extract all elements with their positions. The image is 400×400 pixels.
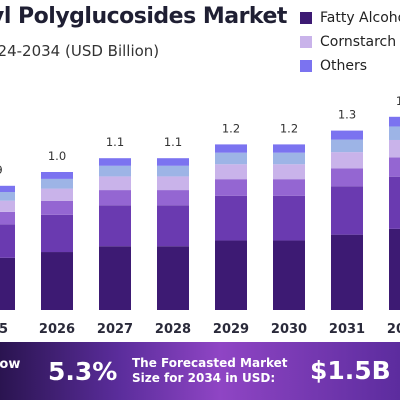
bar-total-label: 1.1 <box>164 135 182 149</box>
x-tick-label: 2031 <box>329 322 365 337</box>
bar-segment <box>273 195 305 241</box>
bar-segment <box>389 116 400 127</box>
forecast-label-line: The Forecasted Market <box>132 356 288 370</box>
bar-segment <box>389 228 400 310</box>
bar-segment <box>331 168 363 187</box>
footer-banner: row 5.3% The Forecasted Market Size for … <box>0 342 400 400</box>
bar-segment <box>273 240 305 310</box>
bar-total-label: 1.2 <box>222 121 240 135</box>
forecast-value: $1.5B <box>310 356 391 385</box>
stacked-bar-chart: 9 25 1.0 2026 1.1 2027 1.1 2028 1.2 2029 1.2 2030 1.… <box>0 94 400 337</box>
x-tick-label: 2028 <box>155 322 191 337</box>
legend-item-fatty-alcohol: Fatty Alcoho <box>300 6 400 30</box>
bar-segment <box>389 176 400 229</box>
bar-segment <box>273 164 305 180</box>
forecast-label-line: Size for 2034 in USD: <box>132 371 276 385</box>
bar-segment <box>157 205 189 247</box>
bar-total-label: 1.4 <box>396 94 400 108</box>
forecast-label: The Forecasted Market Size for 2034 in U… <box>132 356 288 386</box>
legend-item-others: Others <box>300 54 400 78</box>
bar-segment <box>215 144 247 153</box>
x-tick-label: 2026 <box>39 322 75 337</box>
bar-segment <box>215 195 247 241</box>
bar-segment <box>273 144 305 153</box>
bar-segment <box>273 152 305 165</box>
bar-segment <box>99 165 131 177</box>
bar-total-label: 1.2 <box>280 121 298 135</box>
bar-segment <box>41 214 73 253</box>
bar-segment <box>157 165 189 177</box>
x-tick-label: 25 <box>0 322 8 337</box>
bar-segment <box>41 178 73 189</box>
bar-segment <box>99 205 131 247</box>
cagr-value: 5.3% <box>48 357 118 386</box>
legend-item-cornstarch: Cornstarch <box>300 30 400 54</box>
chart-title: yl Polyglucosides Market <box>0 4 287 29</box>
bar-segment <box>99 190 131 206</box>
bar-segment <box>157 176 189 191</box>
bar-segment <box>0 185 15 193</box>
bar-segment <box>157 190 189 206</box>
legend-label: Cornstarch <box>320 34 397 50</box>
footer-growth-label: row <box>0 357 21 372</box>
legend-swatch <box>300 60 312 72</box>
bar-segment <box>331 152 363 169</box>
bar-total-label: 1.3 <box>338 108 356 122</box>
bar-total-label: 9 <box>0 163 3 177</box>
bar-total-label: 1.0 <box>48 149 66 163</box>
bar-segment <box>99 158 131 166</box>
bar-segment <box>99 246 131 310</box>
chart-subtitle: 024-2034 (USD Billion) <box>0 42 160 60</box>
bar-segment <box>331 234 363 310</box>
bar-segment <box>157 246 189 310</box>
bar-segment <box>0 211 15 225</box>
bar-segment <box>41 200 73 215</box>
bar-segment <box>215 152 247 165</box>
legend-label: Fatty Alcoho <box>320 10 400 26</box>
x-tick-label: 2027 <box>97 322 133 337</box>
bar-segment <box>0 200 15 212</box>
bar-segment <box>273 179 305 196</box>
bar-segment <box>389 157 400 177</box>
bar-segment <box>389 126 400 140</box>
bar-segment <box>157 158 189 166</box>
x-tick-label: 2032 <box>387 322 400 337</box>
legend-swatch <box>300 12 312 24</box>
bar-segment <box>331 130 363 140</box>
bar-segment <box>215 240 247 310</box>
bar-segment <box>215 179 247 196</box>
bar-total-label: 1.1 <box>106 135 124 149</box>
legend: Fatty Alcoho Cornstarch Others <box>300 6 400 78</box>
bar-segment <box>41 252 73 310</box>
bar-segment <box>99 176 131 191</box>
x-tick-label: 2029 <box>213 322 249 337</box>
x-tick-label: 2030 <box>271 322 307 337</box>
bar-segment <box>331 186 363 235</box>
bar-segment <box>41 172 73 179</box>
bar-segment <box>389 139 400 158</box>
legend-label: Others <box>320 58 368 74</box>
bar-segment <box>0 224 15 258</box>
bar-segment <box>331 139 363 153</box>
bar-segment <box>41 188 73 201</box>
legend-swatch <box>300 36 312 48</box>
bar-segment <box>0 192 15 201</box>
bar-segment <box>0 257 15 310</box>
bar-segment <box>215 164 247 180</box>
